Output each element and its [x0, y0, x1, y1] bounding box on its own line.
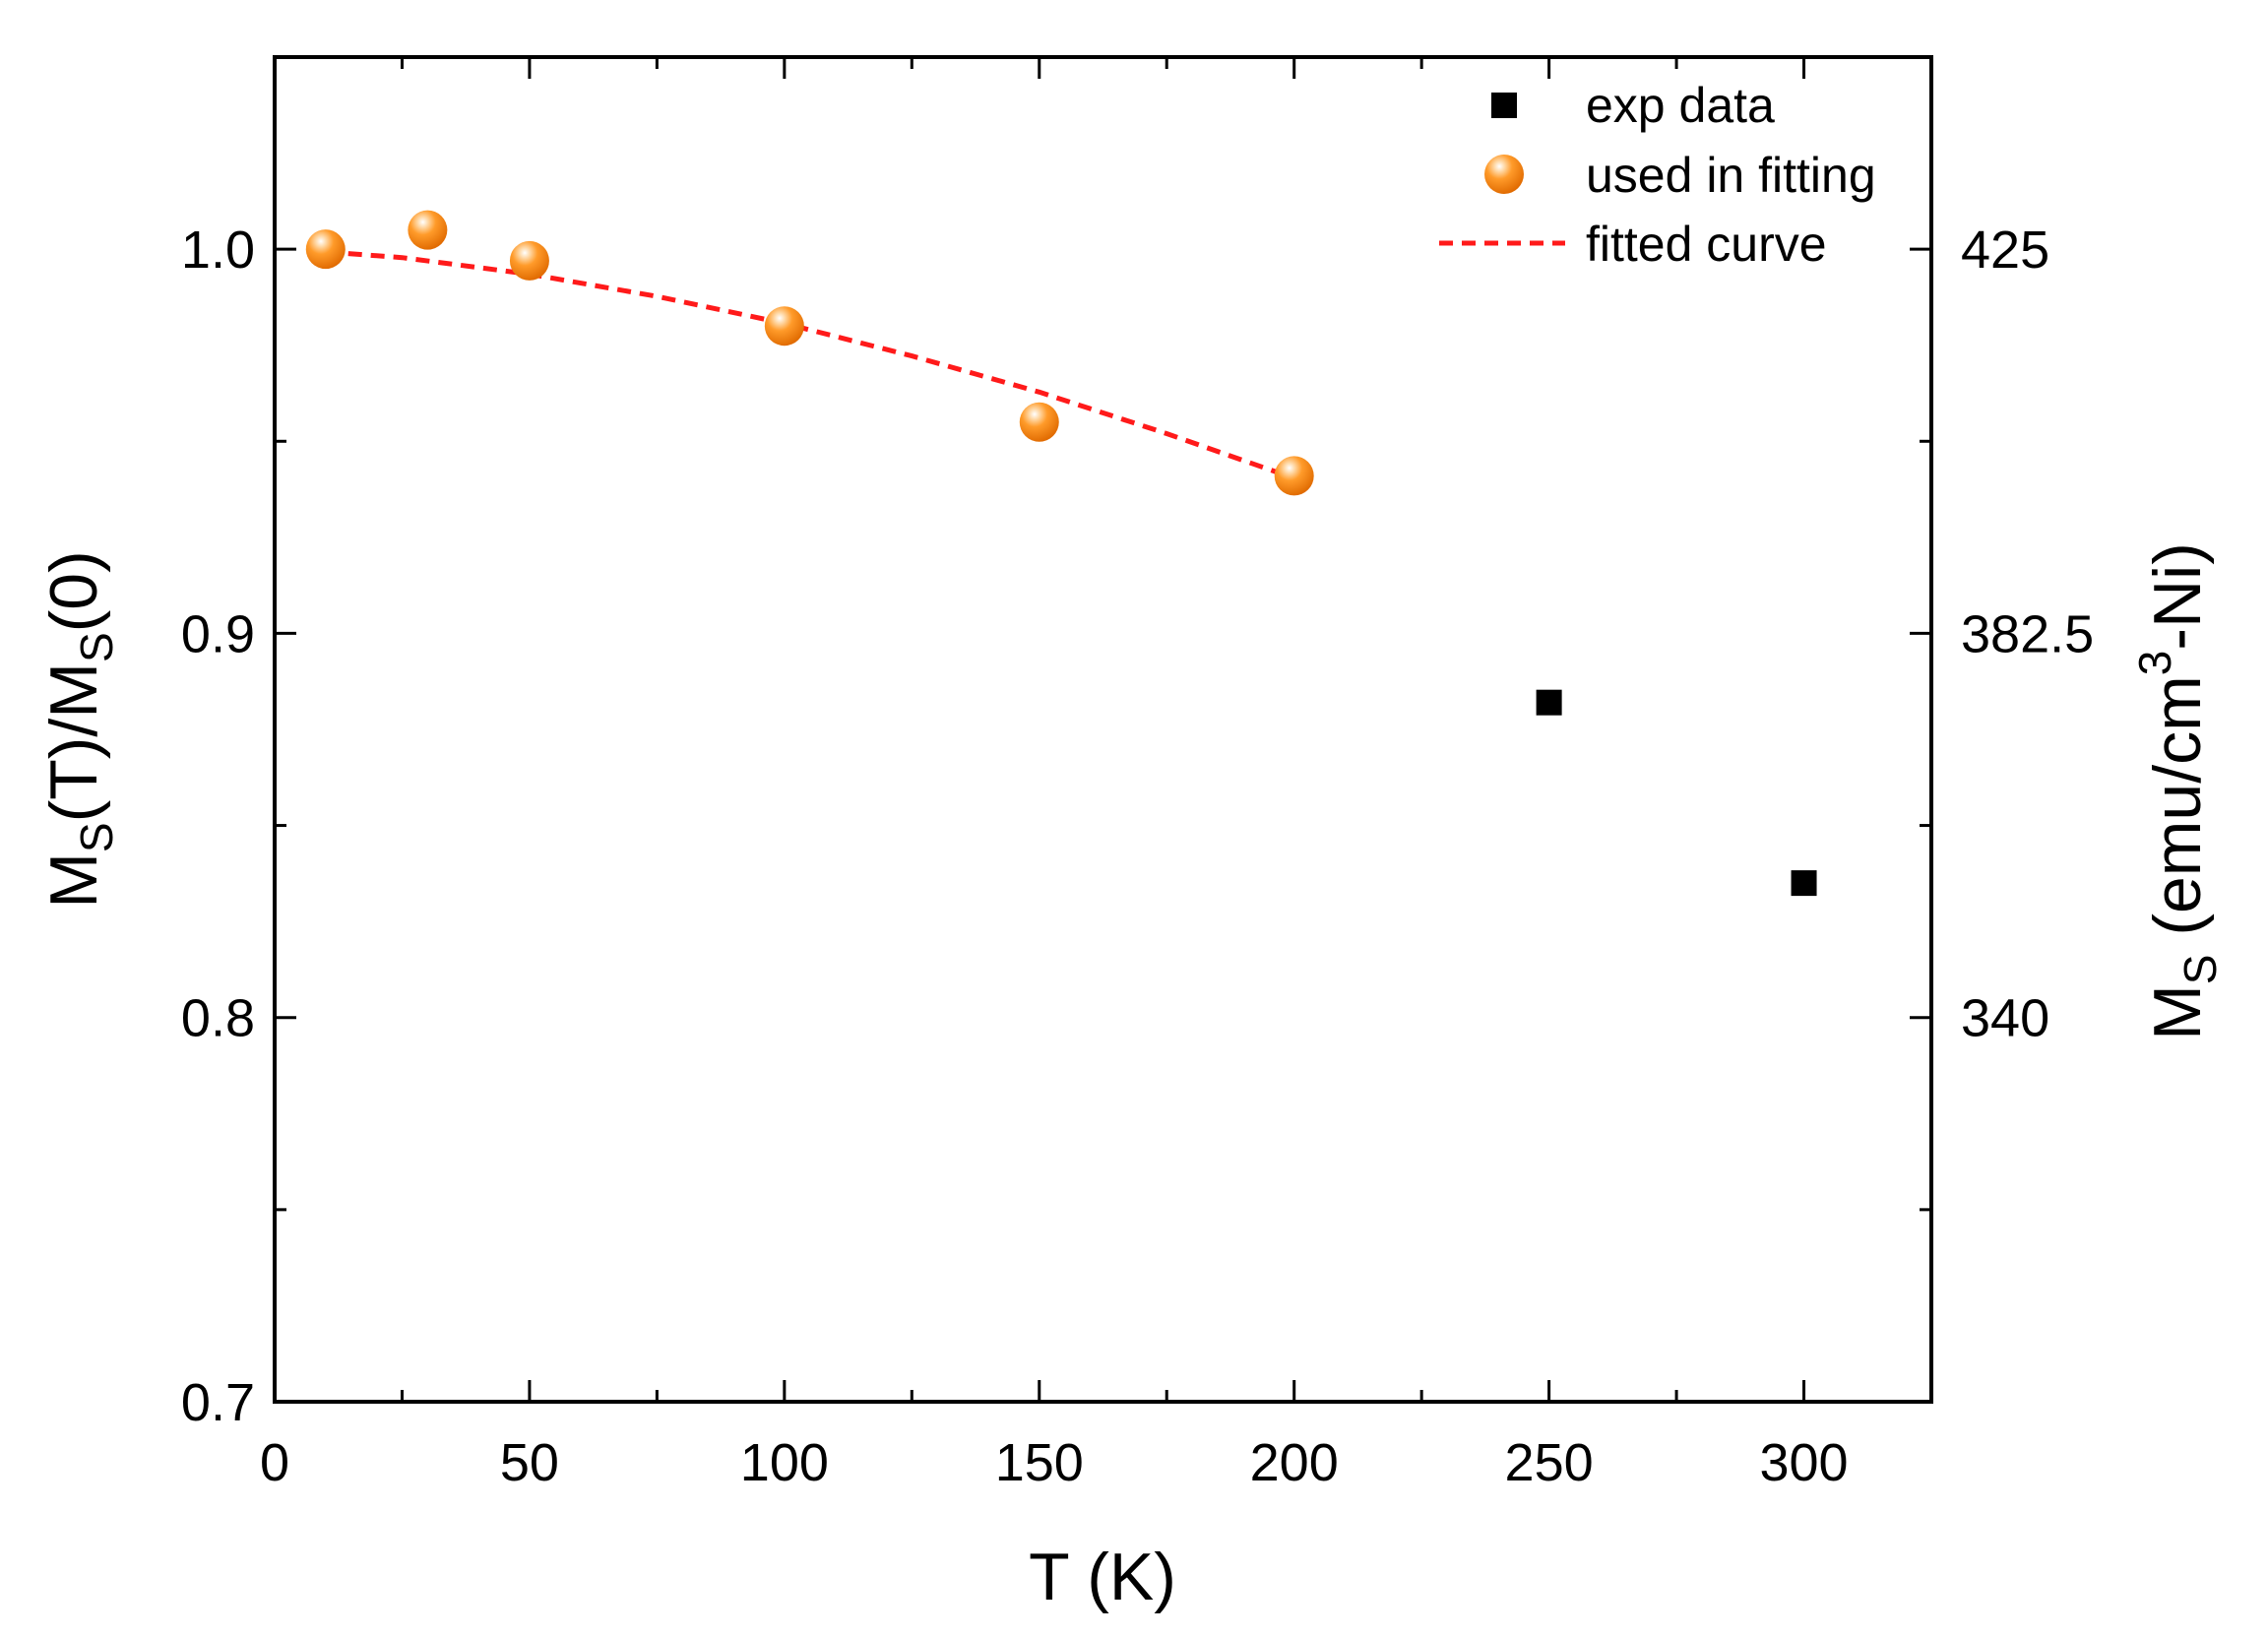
- y2-axis-title: MS (emu/cm3-Ni): [2129, 542, 2226, 1040]
- y2-tick-label: 425: [1961, 220, 2049, 280]
- x-tick-label: 150: [995, 1433, 1084, 1492]
- used-in-fitting-point: [1274, 456, 1314, 496]
- exp-data-point: [1791, 870, 1817, 897]
- x-tick-label: 50: [500, 1433, 559, 1492]
- x-tick-label: 200: [1250, 1433, 1339, 1492]
- legend-marker-sphere: [1484, 155, 1524, 194]
- y2-tick-label: 382.5: [1961, 604, 2094, 663]
- used-in-fitting-point: [764, 306, 804, 346]
- legend-label-used-in-fitting: used in fitting: [1586, 148, 1876, 203]
- used-in-fitting-point: [509, 240, 549, 281]
- x-tick-label: 250: [1505, 1433, 1594, 1492]
- used-in-fitting-point: [408, 210, 448, 250]
- legend-label-exp-data: exp data: [1586, 78, 1775, 133]
- legend: exp data used in fitting fitted curve: [1439, 78, 1876, 272]
- legend-label-fitted-curve: fitted curve: [1586, 217, 1827, 272]
- used-in-fitting-series: [305, 210, 1314, 496]
- exp-data-point: [1536, 689, 1562, 716]
- y-tick-label: 0.7: [181, 1373, 255, 1432]
- plot-frame: [273, 55, 1933, 1404]
- x-tick-label: 300: [1759, 1433, 1848, 1492]
- x-axis-title: T (K): [1029, 1540, 1176, 1614]
- y-tick-label: 0.9: [181, 604, 255, 663]
- used-in-fitting-point: [1019, 402, 1059, 442]
- x-tick-label: 100: [740, 1433, 829, 1492]
- y-tick-label: 1.0: [181, 220, 255, 280]
- y2-axis-ticks: 340 382.5 425: [1910, 220, 2094, 1212]
- x-tick-label: 0: [260, 1433, 289, 1492]
- y-axis-title: MS(T)/MS(0): [36, 550, 122, 909]
- y-tick-label: 0.8: [181, 989, 255, 1048]
- fitted-curve-line: [325, 249, 1295, 481]
- used-in-fitting-point: [305, 229, 346, 270]
- x-axis-ticks: 0 50 100 150 200 250 300: [260, 57, 1849, 1492]
- y2-tick-label: 340: [1961, 989, 2049, 1048]
- legend-marker-square: [1491, 93, 1517, 118]
- y-axis-ticks: 0.7 0.8 0.9 1.0: [181, 220, 296, 1432]
- exp-data-series: [1536, 689, 1817, 897]
- fitted-curve-series: [325, 249, 1295, 481]
